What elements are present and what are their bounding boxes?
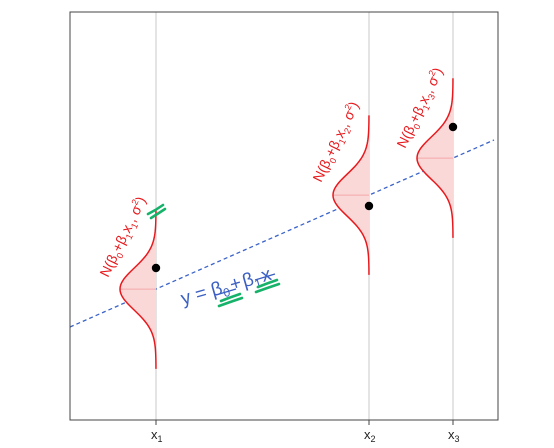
distribution-label-x2: N(β0+β1x2, σ2)	[308, 98, 364, 185]
normal-distribution-x3	[416, 78, 454, 238]
beta0-highlight-mark	[217, 292, 244, 308]
x-tick-label-x1: x1	[151, 427, 163, 444]
beta0-underline	[215, 288, 237, 296]
beta1-underline	[254, 273, 276, 281]
sigma-highlight-mark	[146, 203, 167, 220]
x-tick-label-x2: x2	[364, 427, 376, 444]
plot-frame	[69, 11, 499, 421]
x-tick-label-x3: x3	[448, 427, 460, 444]
normal-density-curve-x2	[332, 115, 370, 275]
normal-density-curve-x3	[416, 78, 454, 238]
normal-distribution-x1	[119, 209, 157, 369]
data-point-x2	[364, 201, 374, 211]
normal-density-curve-x1	[119, 209, 157, 369]
beta1-highlight-mark	[254, 278, 281, 294]
data-point-x1	[151, 263, 161, 273]
data-point-x3	[448, 122, 458, 132]
normal-distribution-x2	[332, 115, 370, 275]
